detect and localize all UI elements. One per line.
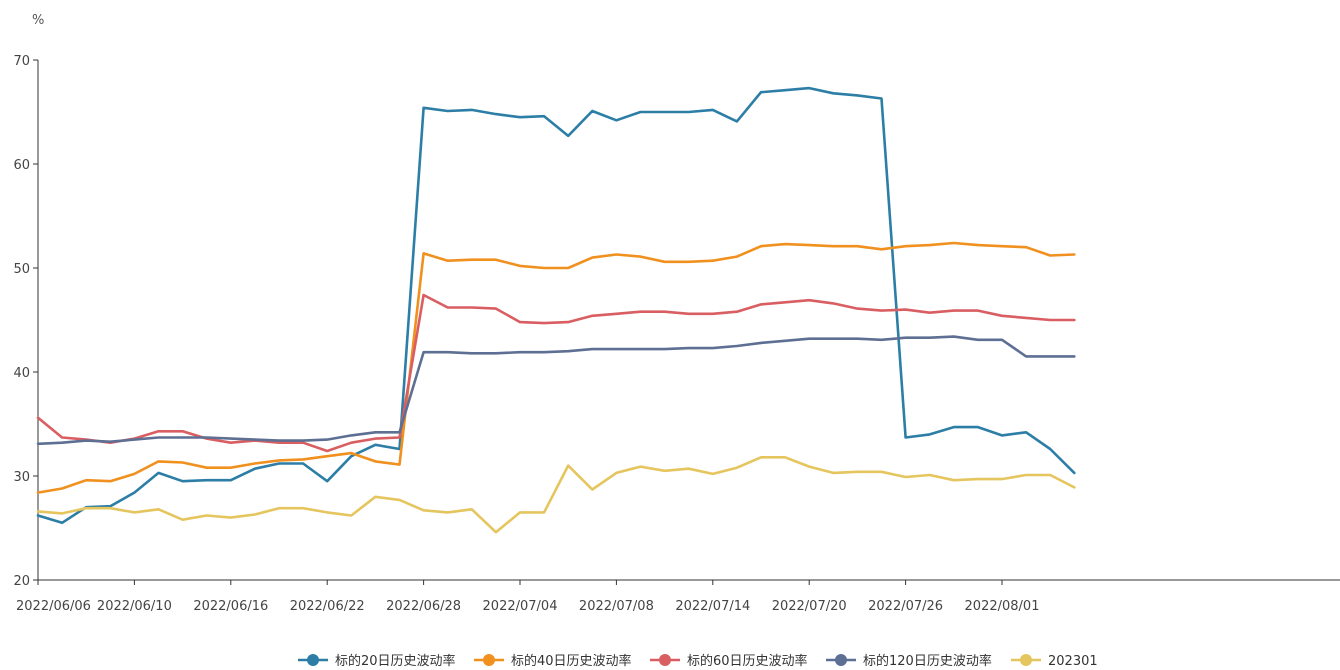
x-tick-label: 2022/06/06 [16,599,91,614]
legend-item-1[interactable]: 标的40日历史波动率 [474,653,632,669]
x-tick-label: 2022/07/14 [675,599,750,614]
x-tick-label: 2022/06/28 [386,599,461,614]
legend-marker-icon [835,654,847,666]
x-axis: 2022/06/06 2022/06/10 2022/06/16 2022/06/22… [16,579,1340,614]
legend-marker-icon [1020,654,1032,666]
x-tick-label: 2022/07/08 [579,599,654,614]
legend-marker-icon [307,654,319,666]
series-line-4 [36,455,1076,534]
legend-item-2[interactable]: 标的60日历史波动率 [650,653,808,669]
series-lines [36,86,1076,534]
x-tick-label: 2022/07/26 [868,599,943,614]
y-tick-label: 60 [13,158,30,173]
y-tick-label: 50 [13,262,30,277]
legend-marker-icon [483,654,495,666]
legend[interactable]: 标的20日历史波动率 标的40日历史波动率 标的60日历史波动率 标的120日历史波动… [298,653,1098,669]
legend-label: 202301 [1048,654,1098,669]
x-tick-label: 2022/06/10 [97,599,172,614]
y-axis: % 20 30 40 50 60 70 [13,13,44,589]
x-tick-label: 2022/06/22 [290,599,365,614]
legend-label: 标的40日历史波动率 [511,653,632,669]
legend-item-3[interactable]: 标的120日历史波动率 [826,653,992,669]
legend-marker-icon [659,654,671,666]
x-tick-label: 2022/08/01 [965,599,1040,614]
y-tick-label: 40 [13,366,30,381]
series-line-1 [36,241,1076,494]
legend-label: 标的20日历史波动率 [335,653,456,669]
legend-item-0[interactable]: 标的20日历史波动率 [298,653,456,669]
legend-label: 标的60日历史波动率 [687,653,808,669]
y-axis-unit: % [32,13,44,28]
legend-label: 标的120日历史波动率 [863,653,992,669]
x-tick-label: 2022/07/20 [772,599,847,614]
legend-item-4[interactable]: 202301 [1011,654,1098,669]
series-line-2 [36,293,1076,453]
series-line-0 [36,86,1076,525]
y-tick-label: 30 [13,470,30,485]
y-tick-label: 70 [13,54,30,69]
series-line-3 [36,335,1076,446]
y-tick-label: 20 [13,574,30,589]
x-tick-label: 2022/06/16 [193,599,268,614]
x-tick-label: 2022/07/04 [483,599,558,614]
